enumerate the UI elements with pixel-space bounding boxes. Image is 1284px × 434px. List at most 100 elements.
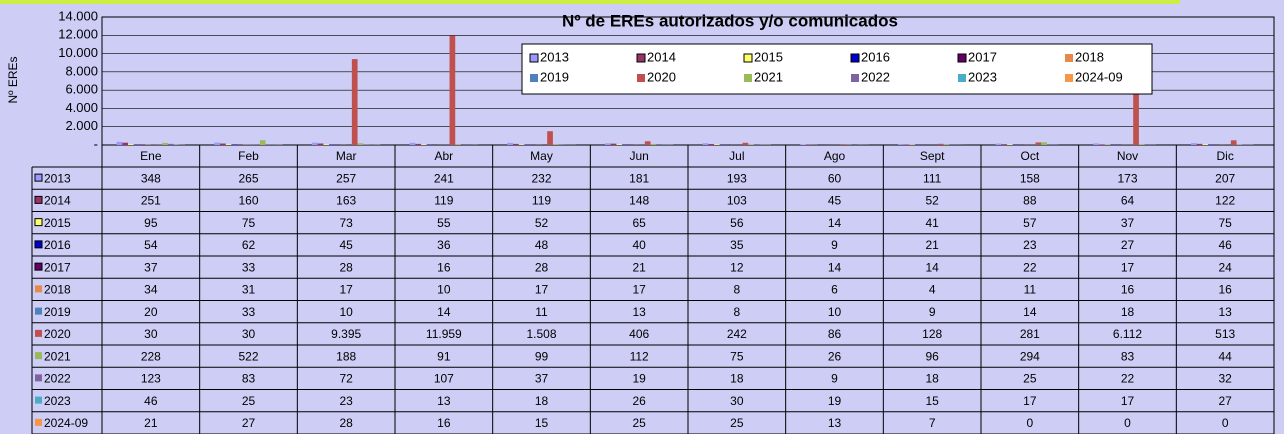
- table-marker: [35, 329, 42, 337]
- table-cell: 20: [144, 305, 158, 319]
- table-cell: 513: [1215, 327, 1235, 341]
- table-cell: 27: [1121, 238, 1135, 252]
- legend-marker: [850, 53, 860, 63]
- table-cell: 83: [242, 372, 256, 386]
- table-cell: 12: [730, 260, 744, 274]
- y-axis-title: Nº EREs: [6, 56, 20, 103]
- table-cell: 99: [535, 349, 549, 363]
- legend-label: 2021: [754, 69, 783, 84]
- table-cell: 4: [929, 283, 936, 297]
- table-cell: 158: [1020, 171, 1040, 185]
- legend-label: 2019: [540, 69, 569, 84]
- table-cell: 6.112: [1113, 327, 1142, 341]
- table-cell: 25: [730, 416, 744, 430]
- table-cell: 37: [1121, 216, 1135, 230]
- table-cell: 52: [535, 216, 549, 230]
- table-cell: 14: [925, 260, 939, 274]
- table-cell: 73: [339, 216, 353, 230]
- bar: [840, 144, 846, 145]
- y-tick-label: 8.000: [65, 63, 98, 78]
- table-header: Abr: [434, 149, 453, 163]
- bar: [351, 59, 358, 145]
- legend: [521, 43, 1153, 95]
- table-header: Oct: [1020, 149, 1039, 163]
- table-cell: 19: [828, 394, 842, 408]
- bar: [1041, 142, 1047, 145]
- bar: [1007, 144, 1013, 145]
- table-row-label: 2013: [44, 171, 71, 185]
- table-cell: 75: [1218, 216, 1232, 230]
- bar: [311, 142, 318, 145]
- table-cell: 56: [730, 216, 744, 230]
- legend-marker: [958, 74, 966, 82]
- table-cell: 75: [730, 349, 744, 363]
- table-cell: 22: [1023, 260, 1037, 274]
- table-cell: 46: [1218, 238, 1232, 252]
- table-cell: 55: [437, 216, 451, 230]
- table-cell: 65: [632, 216, 646, 230]
- bar: [449, 35, 456, 146]
- bar: [265, 144, 272, 145]
- table-row-label: 2020: [44, 327, 71, 341]
- table-cell: 13: [828, 416, 842, 430]
- table-cell: 18: [535, 394, 549, 408]
- table-cell: 148: [629, 194, 649, 208]
- table-cell: 122: [1215, 194, 1235, 208]
- table-marker: [34, 240, 43, 249]
- y-tick-label: 6.000: [65, 82, 98, 97]
- table-cell: 33: [242, 260, 256, 274]
- table-row-label: 2018: [44, 283, 71, 297]
- table-cell: 257: [336, 171, 356, 185]
- y-tick-label: 4.000: [65, 100, 98, 115]
- bar: [1196, 143, 1203, 145]
- legend-marker: [1065, 74, 1073, 82]
- legend-label: 2023: [968, 69, 997, 84]
- table-cell: 64: [1121, 194, 1135, 208]
- bar: [742, 142, 749, 145]
- table-cell: 17: [1121, 394, 1135, 408]
- table-row-label: 2024-09: [44, 416, 88, 430]
- table-cell: 60: [828, 171, 842, 185]
- bar: [1190, 143, 1197, 145]
- bar: [1001, 144, 1008, 145]
- table-marker: [35, 352, 42, 360]
- table-marker: [35, 374, 42, 382]
- table-row-label: 2023: [44, 394, 71, 408]
- legend-marker: [1065, 54, 1073, 62]
- bar: [421, 144, 427, 145]
- table-cell: 103: [727, 194, 747, 208]
- legend-marker: [743, 53, 753, 63]
- table-cell: 160: [238, 194, 258, 208]
- table-cell: 17: [535, 283, 549, 297]
- bar: [128, 144, 134, 145]
- table-header: Jul: [729, 149, 744, 163]
- table-cell: 251: [141, 194, 161, 208]
- bar: [116, 141, 123, 145]
- table-cell: 0: [1222, 416, 1229, 430]
- bar: [702, 143, 709, 145]
- bar: [708, 144, 715, 145]
- bar: [231, 144, 238, 145]
- table-marker: [35, 285, 42, 293]
- table-cell: 265: [238, 171, 258, 185]
- table-cell: 23: [1023, 238, 1037, 252]
- bar: [897, 143, 904, 145]
- table-marker: [34, 262, 43, 271]
- table-cell: 46: [144, 394, 158, 408]
- table-cell: 11.959: [426, 327, 462, 341]
- table-header: Feb: [238, 149, 259, 163]
- legend-label: 2020: [647, 69, 676, 84]
- legend-label: 2024-09: [1075, 69, 1123, 84]
- bar: [943, 144, 950, 145]
- table-cell: 1.508: [526, 327, 556, 341]
- table-cell: 0: [1026, 416, 1033, 430]
- table-marker: [34, 218, 43, 227]
- bar: [748, 144, 754, 145]
- table-marker: [34, 195, 43, 204]
- table-cell: 294: [1020, 349, 1040, 363]
- table-cell: 26: [828, 349, 842, 363]
- table-cell: 36: [437, 238, 451, 252]
- table-cell: 21: [144, 416, 158, 430]
- table-header: Nov: [1117, 149, 1138, 163]
- table-cell: 15: [535, 416, 549, 430]
